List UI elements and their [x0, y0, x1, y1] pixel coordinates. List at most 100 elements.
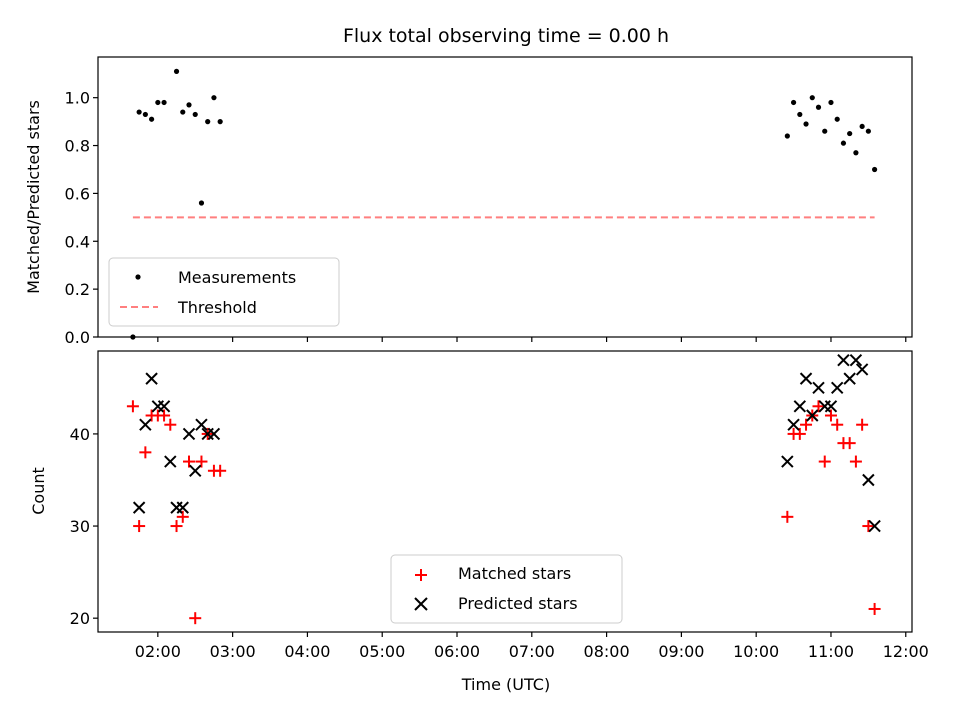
predicted-star-point [195, 418, 208, 431]
measurement-point [872, 166, 878, 173]
predicted-star-point [182, 427, 196, 441]
matched-star-point [170, 520, 183, 533]
ratio-plot-frame [97, 56, 913, 338]
matched-star-point [214, 464, 227, 477]
matched-star-point [831, 418, 844, 431]
predicted-star-point [787, 418, 800, 431]
x-tick-label: 02:00 [135, 642, 181, 661]
measurement-point [784, 133, 790, 139]
matched-star-point [862, 520, 875, 533]
count-y-tick-label: 40 [70, 425, 90, 444]
count-plot-frame [97, 350, 913, 633]
matched-star-point [126, 400, 139, 413]
predicted-star-point [862, 473, 875, 487]
x-tick-label: 09:00 [658, 642, 704, 661]
ratio-x-ticks [157, 337, 907, 342]
measurement-point [217, 119, 223, 125]
matched-stars-layer [126, 400, 881, 625]
matched-star-point [182, 455, 195, 468]
matched-star-point [818, 455, 831, 468]
chart-title: Flux total observing time = 0.00 h [343, 25, 669, 47]
measurement-point [790, 99, 797, 106]
count-y-tick-label: 30 [70, 517, 90, 536]
count-y-ticks: 20 30 40 [70, 425, 98, 628]
ratio-legend-box [108, 257, 340, 327]
predicted-star-point [176, 501, 189, 514]
predicted-star-point [806, 409, 819, 422]
predicted-star-point [793, 400, 807, 413]
measurement-point [803, 121, 809, 127]
measurement-point [853, 150, 859, 156]
predicted-star-point [849, 354, 863, 367]
legend-predicted-marker [414, 597, 428, 611]
measurement-point [822, 128, 828, 134]
predicted-star-point [189, 464, 202, 477]
measurement-point [840, 140, 847, 146]
x-tick-label: 05:00 [359, 642, 405, 661]
measurement-point [149, 116, 155, 122]
matched-star-point [781, 510, 794, 523]
predicted-star-point [164, 455, 177, 468]
x-tick-label: 12:00 [883, 642, 929, 661]
predicted-star-point [207, 427, 221, 441]
measurement-point [155, 99, 161, 106]
legend-predicted-label: Predicted stars [458, 594, 578, 613]
ratio-y-tick-label: 0.8 [65, 137, 90, 156]
measurement-point [809, 95, 815, 101]
matched-star-point [856, 418, 869, 431]
x-tick-label: 10:00 [733, 642, 779, 661]
count-y-axis-label: Count [29, 467, 48, 515]
predicted-star-point [843, 372, 856, 385]
predicted-star-point [868, 519, 881, 533]
matched-star-point [824, 409, 837, 422]
measurement-point [847, 130, 853, 137]
matched-star-point [800, 418, 813, 431]
x-axis-label: Time (UTC) [461, 675, 550, 694]
matched-star-point [843, 437, 856, 450]
measurement-point [211, 95, 217, 101]
count-legend-box [390, 554, 623, 624]
matched-star-point [176, 510, 189, 523]
predicted-stars-layer [132, 354, 881, 533]
measurement-point [205, 119, 211, 125]
x-tick-label: 08:00 [584, 642, 630, 661]
predicted-star-point [837, 354, 850, 367]
measurement-point [186, 102, 192, 108]
ratio-y-tick-label: 0.6 [65, 184, 90, 203]
ratio-y-ticks: 0.0 0.2 0.4 0.6 0.8 1.0 [65, 89, 98, 347]
count-y-tick-label: 20 [70, 609, 90, 628]
predicted-star-point [132, 501, 146, 514]
matched-star-point [793, 427, 806, 440]
predicted-star-point [855, 363, 869, 376]
matched-star-point [158, 409, 171, 422]
predicted-star-point [824, 400, 838, 413]
matched-star-point [189, 612, 202, 625]
measurement-point [797, 111, 803, 118]
x-tick-label: 03:00 [210, 642, 256, 661]
predicted-star-point [157, 400, 171, 413]
x-tick-label: 11:00 [808, 642, 854, 661]
measurement-point [828, 99, 834, 106]
legend-threshold-label: Threshold [177, 298, 257, 317]
predicted-star-point [139, 418, 152, 431]
ratio-y-tick-label: 0.0 [65, 328, 90, 347]
measurement-point [173, 68, 180, 74]
matched-star-point [133, 520, 146, 533]
measurement-point [142, 111, 148, 118]
matched-star-point [812, 400, 825, 413]
measurement-point [180, 109, 186, 115]
measurement-point [834, 116, 840, 122]
measurement-point [198, 200, 205, 206]
legend-matched-marker [415, 569, 427, 581]
ratio-panel: Flux total observing time = 0.00 h Match… [24, 25, 913, 347]
matched-star-point [849, 455, 862, 468]
measurements-layer [130, 68, 878, 340]
count-x-ticks: 02:00 03:00 04:00 05:00 06:00 07:00 08:00 09:00… [135, 632, 929, 661]
ratio-y-tick-label: 0.2 [65, 280, 90, 299]
matched-star-point [164, 418, 177, 431]
measurement-point [865, 128, 871, 134]
matched-star-point [195, 455, 208, 468]
predicted-star-point [781, 455, 794, 468]
